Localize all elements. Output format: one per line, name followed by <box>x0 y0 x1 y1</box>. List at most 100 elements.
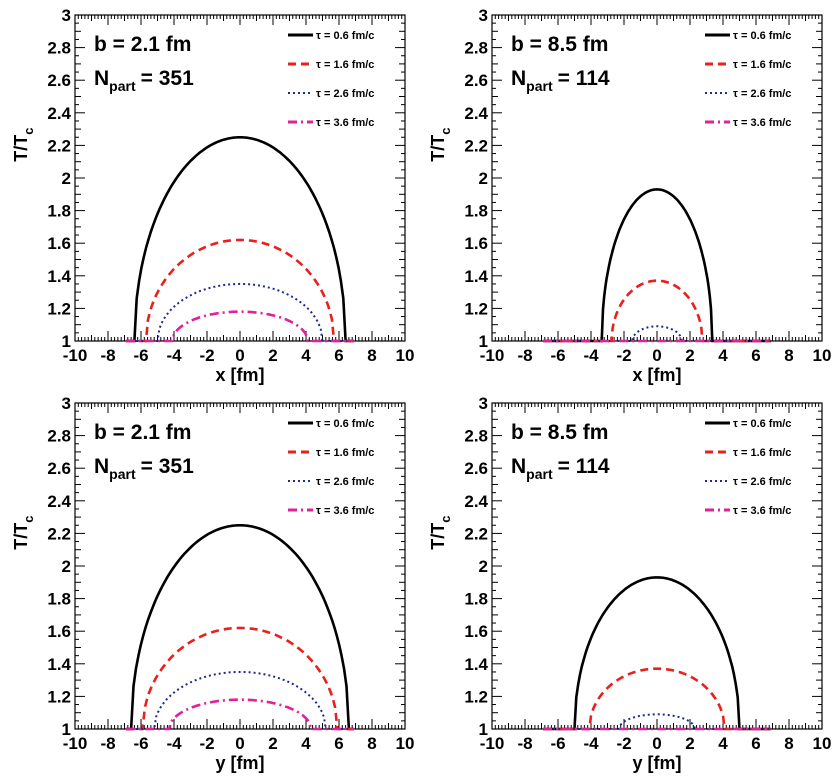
legend-item: τ = 2.6 fm/c <box>705 88 791 100</box>
x-tick-label: 6 <box>334 734 343 753</box>
y-tick-label: 2.4 <box>47 104 71 123</box>
y-tick-label: 2 <box>479 557 488 576</box>
x-tick-label: 8 <box>784 346 793 365</box>
legend-label: τ = 0.6 fm/c <box>733 30 791 42</box>
y-tick-label: 2.8 <box>464 39 488 58</box>
y-axis-label: T/Tc <box>428 515 453 549</box>
legend-item: τ = 0.6 fm/c <box>705 30 791 42</box>
series-line-tau-3 <box>126 671 354 730</box>
legend-item: τ = 2.6 fm/c <box>288 476 374 488</box>
series-line-tau-4 <box>126 310 354 343</box>
y-tick-label: 2 <box>62 169 71 188</box>
x-tick-label: 10 <box>396 346 415 365</box>
y-axis-label-main: T/T <box>11 523 31 550</box>
npart-value: = 351 <box>141 67 194 90</box>
x-tick-label: 10 <box>813 734 832 753</box>
x-axis: -10 -8 -6 -4 -2 0 2 4 6 8 10 x [fm] <box>480 15 831 385</box>
y-axis-label-sub: c <box>21 515 36 522</box>
x-tick-label: -6 <box>550 734 565 753</box>
y-tick-label: 1 <box>62 720 71 739</box>
npart-value: = 351 <box>141 455 194 478</box>
x-tick-label: 2 <box>268 346 277 365</box>
x-tick-label: 6 <box>751 346 760 365</box>
y-axis-label: T/Tc <box>428 127 453 161</box>
x-tick-label: -10 <box>480 346 505 365</box>
y-tick-label: 3 <box>62 394 71 413</box>
legend-item: τ = 1.6 fm/c <box>288 447 374 459</box>
npart-main: N <box>94 455 109 478</box>
npart-label: Npart = 114 <box>511 67 610 94</box>
legend-label: τ = 1.6 fm/c <box>733 59 791 71</box>
x-axis-label: y [fm] <box>216 753 265 773</box>
legend-item: τ = 1.6 fm/c <box>705 59 791 71</box>
chart-panel-3: -10 -8 -6 -4 -2 0 2 4 6 8 10 y [fm] 1 1.2 1.4 1.6 1.8 2 2.… <box>11 394 414 773</box>
series-line-tau-3 <box>543 713 771 730</box>
y-tick-label: 3 <box>479 6 488 25</box>
x-tick-label: -2 <box>199 734 214 753</box>
x-tick-label: -8 <box>517 734 532 753</box>
x-tick-label: -2 <box>616 734 631 753</box>
y-tick-label: 1.8 <box>47 202 71 221</box>
series-line-tau-1 <box>126 136 354 343</box>
y-tick-label: 1.8 <box>464 590 488 609</box>
x-tick-label: 2 <box>685 346 694 365</box>
npart-label: Npart = 114 <box>511 455 610 482</box>
x-tick-label: -10 <box>63 346 88 365</box>
y-tick-label: 2.2 <box>47 136 71 155</box>
legend-label: τ = 0.6 fm/c <box>316 30 374 42</box>
y-tick-label: 3 <box>62 6 71 25</box>
chart-panel-4: -10 -8 -6 -4 -2 0 2 4 6 8 10 y [fm] 1 1.2 1.4 1.6 1.8 2 2.… <box>428 394 831 773</box>
legend-label: τ = 0.6 fm/c <box>316 418 374 430</box>
series-line-tau-2 <box>543 279 771 343</box>
npart-main: N <box>511 67 526 90</box>
y-tick-label: 2.8 <box>464 427 488 446</box>
legend-item: τ = 3.6 fm/c <box>288 505 374 517</box>
x-tick-label: 8 <box>784 734 793 753</box>
legend-label: τ = 1.6 fm/c <box>733 447 791 459</box>
y-tick-label: 2.6 <box>47 459 71 478</box>
chart-panel-2: -10 -8 -6 -4 -2 0 2 4 6 8 10 x [fm] 1 1.2 1.4 1.6 1.8 2 2.… <box>428 6 831 385</box>
y-tick-label: 2.6 <box>464 71 488 90</box>
legend-item: τ = 1.6 fm/c <box>288 59 374 71</box>
y-axis: 1 1.2 1.4 1.6 1.8 2 2.2 2.4 2.6 2.8 3 T/Tc <box>428 394 822 739</box>
chart-panel-1: -10 -8 -6 -4 -2 0 2 4 6 8 10 x [fm] 1 1.2 1.4 1.6 1.8 2 2.… <box>11 6 414 385</box>
npart-sub: part <box>526 78 553 94</box>
impact-parameter-label: b = 8.5 fm <box>511 421 608 444</box>
npart-main: N <box>511 455 526 478</box>
legend-label: τ = 2.6 fm/c <box>733 88 791 100</box>
x-tick-label: 0 <box>235 346 244 365</box>
x-tick-label: 8 <box>367 734 376 753</box>
x-tick-label: 4 <box>718 734 728 753</box>
y-tick-label: 1.6 <box>464 234 488 253</box>
series-line-tau-2 <box>126 238 354 343</box>
legend-item: τ = 3.6 fm/c <box>705 117 791 129</box>
x-tick-label: -6 <box>133 734 148 753</box>
npart-value: = 114 <box>558 67 610 90</box>
x-tick-label: -8 <box>100 346 115 365</box>
legend: τ = 0.6 fm/c τ = 1.6 fm/c τ = 2.6 fm/c τ = … <box>288 30 374 129</box>
npart-sub: part <box>109 78 136 94</box>
y-tick-label: 1.6 <box>464 622 488 641</box>
legend-item: τ = 0.6 fm/c <box>288 418 374 430</box>
x-tick-label: 2 <box>268 734 277 753</box>
x-tick-label: 8 <box>367 346 376 365</box>
annotation: b = 2.1 fm Npart = 351 <box>94 33 194 94</box>
y-tick-label: 2.2 <box>464 524 488 543</box>
annotation: b = 8.5 fm Npart = 114 <box>511 421 610 482</box>
x-tick-label: 0 <box>652 346 661 365</box>
x-axis: -10 -8 -6 -4 -2 0 2 4 6 8 10 x [fm] <box>63 15 415 385</box>
x-tick-label: -10 <box>63 734 88 753</box>
x-tick-label: 4 <box>718 346 728 365</box>
series-group <box>126 524 354 731</box>
y-axis: 1 1.2 1.4 1.6 1.8 2 2.2 2.4 2.6 2.8 3 T/Tc <box>11 394 405 739</box>
series-line-tau-2 <box>126 626 354 731</box>
y-tick-label: 2.4 <box>464 104 488 123</box>
x-tick-label: -8 <box>100 734 115 753</box>
impact-parameter-label: b = 2.1 fm <box>94 421 191 444</box>
series-group <box>126 136 354 343</box>
npart-main: N <box>94 67 109 90</box>
y-tick-label: 1.8 <box>47 590 71 609</box>
series-line-tau-1 <box>543 188 771 343</box>
legend-item: τ = 2.6 fm/c <box>705 476 791 488</box>
